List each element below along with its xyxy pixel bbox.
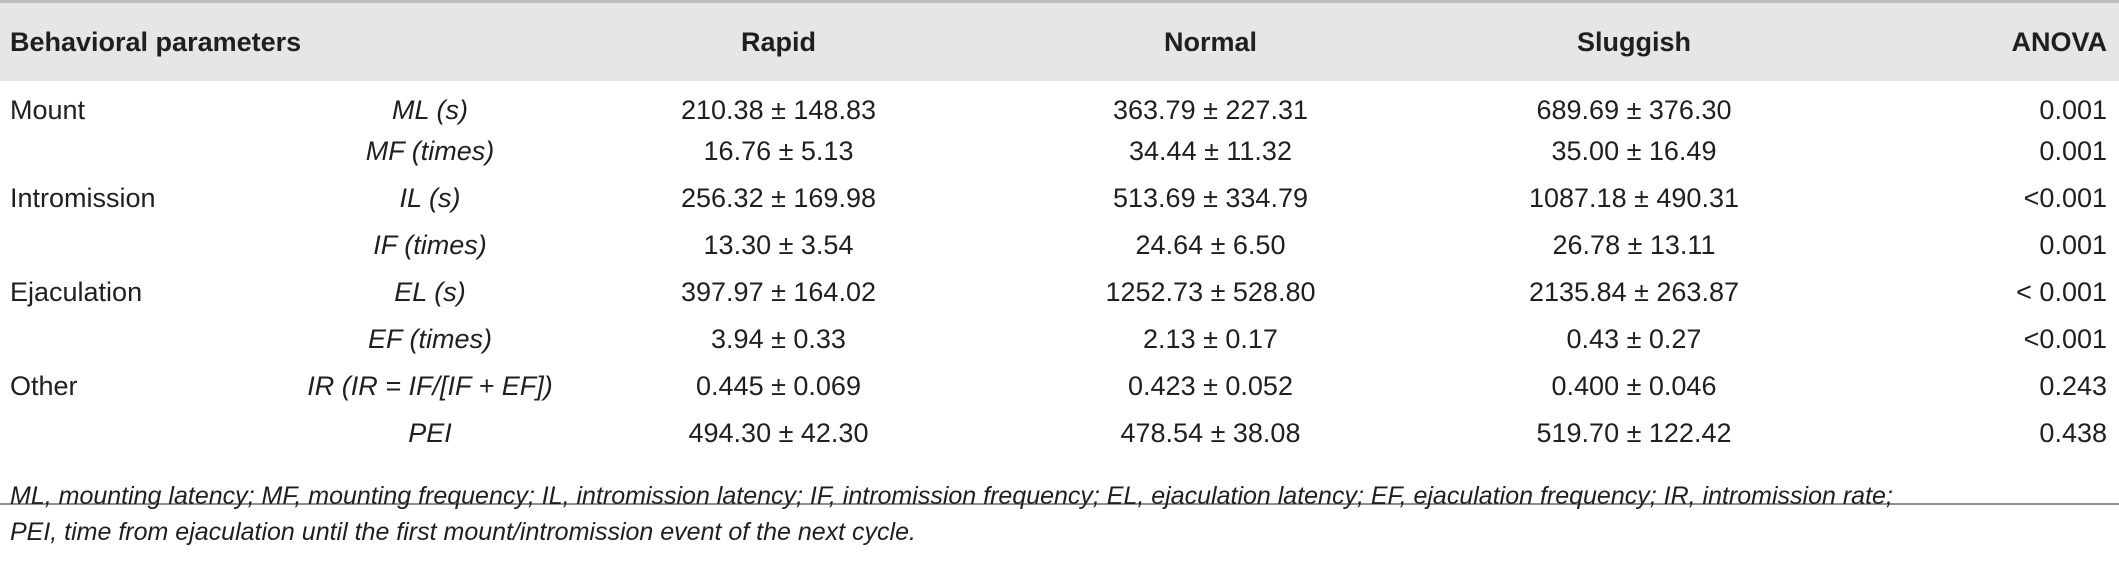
rapid-value: 13.30 ± 3.54	[703, 230, 854, 260]
sluggish-value: 689.69 ± 376.30	[1536, 95, 1732, 125]
row-parameter: EF (times)	[367, 324, 492, 354]
header-anova: ANOVA	[2011, 26, 2107, 57]
row-group: Ejaculation	[10, 277, 143, 307]
rapid-value: 494.30 ± 42.30	[688, 418, 869, 448]
table-row: EF (times) 3.94 ± 0.33 2.13 ± 0.17 0.43 …	[0, 316, 2119, 363]
rapid-value: 256.32 ± 169.98	[681, 183, 876, 213]
table-row: IF (times) 13.30 ± 3.54 24.64 ± 6.50 26.…	[0, 222, 2119, 269]
sluggish-value: 0.43 ± 0.27	[1566, 324, 1702, 354]
row-group	[0, 410, 300, 457]
rapid-value: 210.38 ± 148.83	[681, 95, 876, 125]
header-behavioral-parameters: Behavioral parameters	[10, 26, 302, 57]
anova-value: <0.001	[2023, 183, 2107, 213]
anova-value: 0.001	[2039, 136, 2107, 166]
row-group: Intromission	[10, 183, 156, 213]
row-group	[0, 316, 300, 363]
row-parameter: PEI	[408, 418, 452, 448]
sluggish-value: 2135.84 ± 263.87	[1528, 277, 1739, 307]
rapid-value: 3.94 ± 0.33	[711, 324, 846, 354]
row-parameter: MF (times)	[365, 136, 495, 166]
anova-value: 0.001	[2039, 230, 2107, 260]
footnote-line-2: PEI, time from ejaculation until the fir…	[10, 518, 916, 546]
table-row: Ejaculation EL (s) 397.97 ± 164.02 1252.…	[0, 269, 2119, 316]
rapid-value: 0.445 ± 0.069	[696, 371, 861, 401]
anova-value: < 0.001	[2016, 277, 2107, 307]
anova-value: <0.001	[2023, 324, 2107, 354]
anova-value: 0.001	[2039, 95, 2107, 125]
row-parameter: IL (s)	[399, 183, 461, 213]
behavioral-parameters-table: Behavioral parameters Rapid Normal Slugg…	[0, 0, 2119, 505]
row-parameter: ML (s)	[391, 95, 468, 125]
row-group	[0, 128, 300, 175]
normal-value: 34.44 ± 11.32	[1129, 136, 1292, 166]
anova-value: 0.438	[2039, 418, 2107, 448]
normal-value: 24.64 ± 6.50	[1135, 230, 1286, 260]
normal-value: 1252.73 ± 528.80	[1105, 277, 1316, 307]
rapid-value: 16.76 ± 5.13	[703, 136, 854, 166]
table-row: Other IR (IR = IF/[IF + EF]) 0.445 ± 0.0…	[0, 363, 2119, 410]
header-rapid: Rapid	[740, 26, 816, 57]
sluggish-value: 26.78 ± 13.11	[1552, 230, 1716, 260]
table-row: Intromission IL (s) 256.32 ± 169.98 513.…	[0, 175, 2119, 222]
row-group	[0, 222, 300, 269]
row-parameter: IR (IR = IF/[IF + EF])	[307, 371, 553, 401]
bottom-rule	[0, 457, 2119, 505]
normal-value: 513.69 ± 334.79	[1113, 183, 1308, 213]
sluggish-value: 0.400 ± 0.046	[1551, 371, 1717, 401]
normal-value: 363.79 ± 227.31	[1113, 95, 1308, 125]
header-row: Behavioral parameters Rapid Normal Slugg…	[0, 3, 2119, 81]
table-row: MF (times) 16.76 ± 5.13 34.44 ± 11.32 35…	[0, 128, 2119, 175]
sluggish-value: 519.70 ± 122.42	[1536, 418, 1732, 448]
table-row: PEI 494.30 ± 42.30 478.54 ± 38.08 519.70…	[0, 410, 2119, 457]
header-sluggish: Sluggish	[1577, 26, 1691, 57]
table-footnote: ML, mounting latency; MF, mounting frequ…	[10, 478, 2110, 550]
sluggish-value: 1087.18 ± 490.31	[1528, 183, 1739, 213]
table-header: Behavioral parameters Rapid Normal Slugg…	[0, 0, 2119, 81]
row-parameter: EL (s)	[394, 277, 466, 307]
normal-value: 0.423 ± 0.052	[1128, 371, 1293, 401]
header-normal: Normal	[1163, 26, 1258, 57]
table-body: Mount ML (s) 210.38 ± 148.83 363.79 ± 22…	[0, 81, 2119, 505]
anova-value: 0.243	[2039, 371, 2107, 401]
row-group: Mount	[10, 95, 86, 125]
row-parameter: IF (times)	[373, 230, 487, 260]
table-row: Mount ML (s) 210.38 ± 148.83 363.79 ± 22…	[0, 81, 2119, 128]
top-rule	[0, 0, 2119, 3]
normal-value: 478.54 ± 38.08	[1120, 418, 1301, 448]
footnote-line-1: ML, mounting latency; MF, mounting frequ…	[10, 482, 1893, 510]
rapid-value: 397.97 ± 164.02	[681, 277, 876, 307]
sluggish-value: 35.00 ± 16.49	[1551, 136, 1717, 166]
results-table-container: Behavioral parameters Rapid Normal Slugg…	[0, 0, 2119, 505]
normal-value: 2.13 ± 0.17	[1143, 324, 1278, 354]
row-group: Other	[10, 371, 78, 401]
